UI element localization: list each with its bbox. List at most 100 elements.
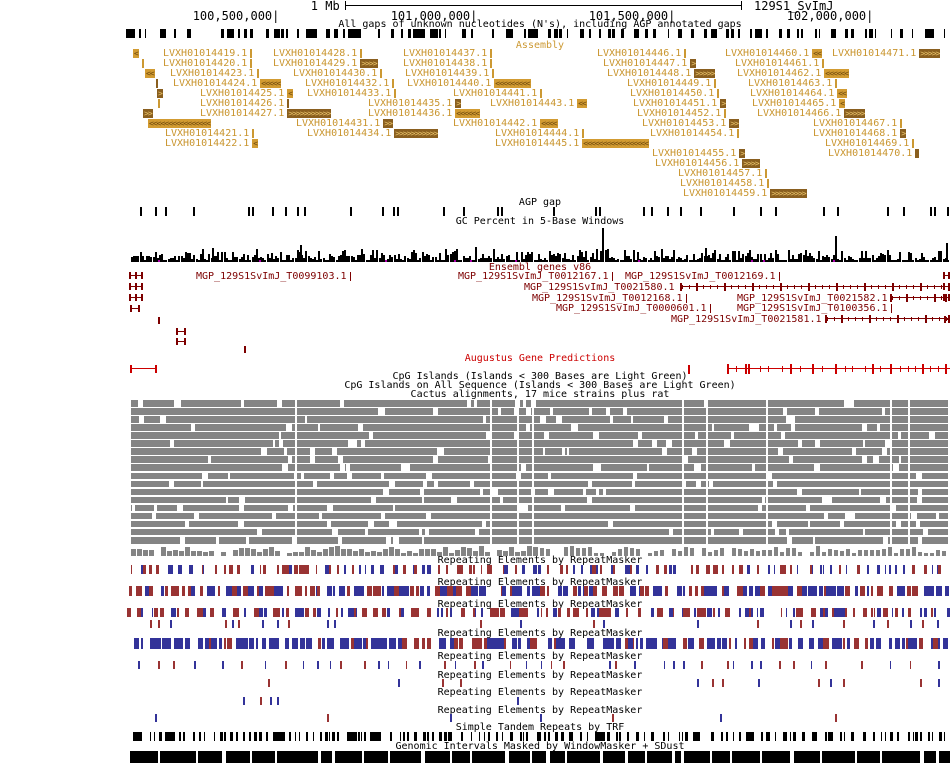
assembly-item-label[interactable]: LVXH01014426.1 bbox=[200, 98, 285, 109]
assembly-item-label[interactable]: LVXH01014446.1 bbox=[597, 48, 682, 59]
assembly-arrow-block[interactable]: > bbox=[739, 149, 746, 158]
assembly-arrow-block[interactable]: <<<<<< bbox=[824, 69, 850, 78]
wmask-gap bbox=[920, 751, 924, 763]
assembly-item-label[interactable]: LVXH01014423.1 bbox=[170, 68, 255, 79]
gc-bar bbox=[473, 259, 476, 262]
assembly-item-label[interactable]: LVXH01014471.1 bbox=[832, 48, 917, 59]
assembly-item-label[interactable]: LVXH01014425.1 bbox=[200, 88, 285, 99]
assembly-arrow-block[interactable]: <<<<<<<<< bbox=[494, 79, 531, 88]
barcode-bar bbox=[163, 29, 167, 38]
assembly-arrow-block[interactable]: << bbox=[577, 99, 587, 108]
assembly-item-label[interactable]: LVXH01014466.1 bbox=[757, 108, 842, 119]
assembly-arrow-block[interactable]: >> bbox=[383, 119, 393, 128]
assembly-arrow-block[interactable]: >>>>> bbox=[694, 69, 715, 78]
assembly-arrow-block[interactable]: > bbox=[900, 129, 907, 138]
assembly-item-label[interactable]: LVXH01014438.1 bbox=[403, 58, 488, 69]
assembly-arrow-block[interactable]: >>>>>>>>>>> bbox=[394, 129, 439, 138]
assembly-item-label[interactable]: LVXH01014461.1 bbox=[735, 58, 820, 69]
assembly-item-label[interactable]: LVXH01014470.1 bbox=[828, 148, 913, 159]
barcode-bar bbox=[588, 638, 595, 649]
assembly-item-label[interactable]: LVXH01014467.1 bbox=[813, 118, 898, 129]
assembly-item-label[interactable]: LVXH01014450.1 bbox=[630, 88, 715, 99]
assembly-arrow-block[interactable]: > bbox=[455, 99, 462, 108]
assembly-item-label[interactable]: LVXH01014422.1 bbox=[165, 138, 250, 149]
assembly-item-label[interactable]: LVXH01014444.1 bbox=[495, 128, 580, 139]
ensembl-transcript-label[interactable]: MGP_129S1SvImJ_T0000601.1 bbox=[556, 303, 707, 314]
assembly-arrow-block[interactable]: <<<<<<<<<<<<<<<<< bbox=[582, 139, 650, 148]
assembly-item-label[interactable]: LVXH01014452.1 bbox=[637, 108, 722, 119]
assembly-arrow-block[interactable]: > bbox=[720, 99, 727, 108]
assembly-item-label[interactable]: LVXH01014441.1 bbox=[453, 88, 538, 99]
assembly-item-label[interactable]: LVXH01014457.1 bbox=[678, 168, 763, 179]
assembly-item-label[interactable]: LVXH01014433.1 bbox=[307, 88, 392, 99]
assembly-arrow-block[interactable]: << bbox=[837, 89, 847, 98]
assembly-arrow-block[interactable]: >>>>> bbox=[919, 49, 940, 58]
assembly-item-label[interactable]: LVXH01014431.1 bbox=[296, 118, 381, 129]
assembly-arrow-block[interactable]: << bbox=[812, 49, 822, 58]
assembly-item-label[interactable]: LVXH01014462.1 bbox=[737, 68, 822, 79]
assembly-arrow-block[interactable]: <<<<<< bbox=[455, 109, 481, 118]
assembly-item-label[interactable]: LVXH01014429.1 bbox=[273, 58, 358, 69]
assembly-item-label[interactable]: LVXH01014456.1 bbox=[655, 158, 740, 169]
assembly-arrow-block[interactable]: < bbox=[252, 139, 259, 148]
assembly-arrow-block[interactable]: >> bbox=[143, 109, 153, 118]
assembly-item-label[interactable]: LVXH01014469.1 bbox=[825, 138, 910, 149]
alignment-gap bbox=[291, 537, 296, 544]
assembly-item-label[interactable]: LVXH01014453.1 bbox=[642, 118, 727, 129]
assembly-item-label[interactable]: LVXH01014439.1 bbox=[405, 68, 490, 79]
barcode-bar bbox=[454, 638, 459, 649]
ensembl-transcript-label[interactable]: MGP_129S1SvImJ_T0012167.1 bbox=[458, 271, 609, 282]
assembly-arrow-block[interactable]: >>>> bbox=[360, 59, 378, 68]
assembly-item-label[interactable]: LVXH01014464.1 bbox=[750, 88, 835, 99]
assembly-arrow-block[interactable]: <<<<<<<<<<<<<<<< bbox=[148, 119, 211, 128]
assembly-arrow-block[interactable]: < bbox=[133, 49, 139, 58]
assembly-item-label[interactable]: LVXH01014455.1 bbox=[652, 148, 737, 159]
assembly-item-label[interactable]: LVXH01014430.1 bbox=[293, 68, 378, 79]
assembly-arrow-block[interactable]: <<<<< bbox=[260, 79, 281, 88]
ensembl-transcript-label[interactable]: MGP_129S1SvImJ_T0100356.1 bbox=[737, 303, 888, 314]
assembly-item-label[interactable]: LVXH01014442.1 bbox=[453, 118, 538, 129]
assembly-arrow-block[interactable]: > bbox=[690, 59, 697, 68]
assembly-arrow-block[interactable]: < bbox=[839, 99, 846, 108]
assembly-item-label[interactable]: LVXH01014449.1 bbox=[627, 78, 712, 89]
assembly-arrow-block[interactable]: >>>>> bbox=[844, 109, 865, 118]
assembly-arrow-block[interactable]: < bbox=[287, 89, 294, 98]
assembly-item-label[interactable]: LVXH01014421.1 bbox=[165, 128, 250, 139]
assembly-item-label[interactable]: LVXH01014434.1 bbox=[307, 128, 392, 139]
assembly-item-label[interactable]: LVXH01014465.1 bbox=[752, 98, 837, 109]
assembly-item-label[interactable]: LVXH01014454.1 bbox=[650, 128, 735, 139]
ensembl-transcript-label[interactable]: MGP_129S1SvImJ_T0021582.1 bbox=[737, 293, 888, 304]
assembly-item-label[interactable]: LVXH01014420.1 bbox=[163, 58, 248, 69]
assembly-arrow-block[interactable]: >>>> bbox=[742, 159, 760, 168]
assembly-item-label[interactable]: LVXH01014437.1 bbox=[403, 48, 488, 59]
assembly-item-label[interactable]: LVXH01014451.1 bbox=[633, 98, 718, 109]
assembly-arrow-block[interactable]: << bbox=[145, 69, 155, 78]
assembly-arrow-block[interactable]: >> bbox=[729, 119, 739, 128]
assembly-item-label[interactable]: LVXH01014458.1 bbox=[680, 178, 765, 189]
assembly-item-label[interactable]: LVXH01014424.1 bbox=[173, 78, 258, 89]
assembly-item-label[interactable]: LVXH01014443.1 bbox=[490, 98, 575, 109]
assembly-item-label[interactable]: LVXH01014436.1 bbox=[368, 108, 453, 119]
ensembl-transcript-label[interactable]: MGP_129S1SvImJ_T0012169.1 bbox=[625, 271, 776, 282]
assembly-item-label[interactable]: LVXH01014468.1 bbox=[813, 128, 898, 139]
assembly-arrow-block[interactable]: > bbox=[157, 89, 163, 98]
assembly-item-label[interactable]: LVXH01014427.1 bbox=[200, 108, 285, 119]
assembly-item-label[interactable]: LVXH01014428.1 bbox=[273, 48, 358, 59]
assembly-item-label[interactable]: LVXH01014448.1 bbox=[607, 68, 692, 79]
assembly-item-label[interactable]: LVXH01014432.1 bbox=[305, 78, 390, 89]
assembly-item-label[interactable]: LVXH01014445.1 bbox=[495, 138, 580, 149]
assembly-arrow-block[interactable]: <<<< bbox=[540, 119, 558, 128]
ensembl-transcript-label[interactable]: MGP_129S1SvImJ_T0021581.1 bbox=[671, 314, 822, 325]
assembly-arrow-block[interactable]: >>>>>>>>>>> bbox=[287, 109, 332, 118]
ensembl-transcript-label[interactable]: MGP_129S1SvImJ_T0021580.1 bbox=[524, 282, 675, 293]
assembly-item-label[interactable]: LVXH01014447.1 bbox=[603, 58, 688, 69]
assembly-item-label[interactable]: LVXH01014463.1 bbox=[748, 78, 833, 89]
ensembl-transcript-label[interactable]: MGP_129S1SvImJ_T0099103.1 bbox=[196, 271, 347, 282]
assembly-arrow-block[interactable]: >>>>>>>>> bbox=[770, 189, 807, 198]
ensembl-transcript-label[interactable]: MGP_129S1SvImJ_T0012168.1 bbox=[532, 293, 683, 304]
assembly-item-label[interactable]: LVXH01014459.1 bbox=[683, 188, 768, 199]
assembly-item-label[interactable]: LVXH01014435.1 bbox=[368, 98, 453, 109]
assembly-item-label[interactable]: LVXH01014460.1 bbox=[725, 48, 810, 59]
assembly-item-label[interactable]: LVXH01014419.1 bbox=[163, 48, 248, 59]
assembly-item-label[interactable]: LVXH01014440.1 bbox=[407, 78, 492, 89]
